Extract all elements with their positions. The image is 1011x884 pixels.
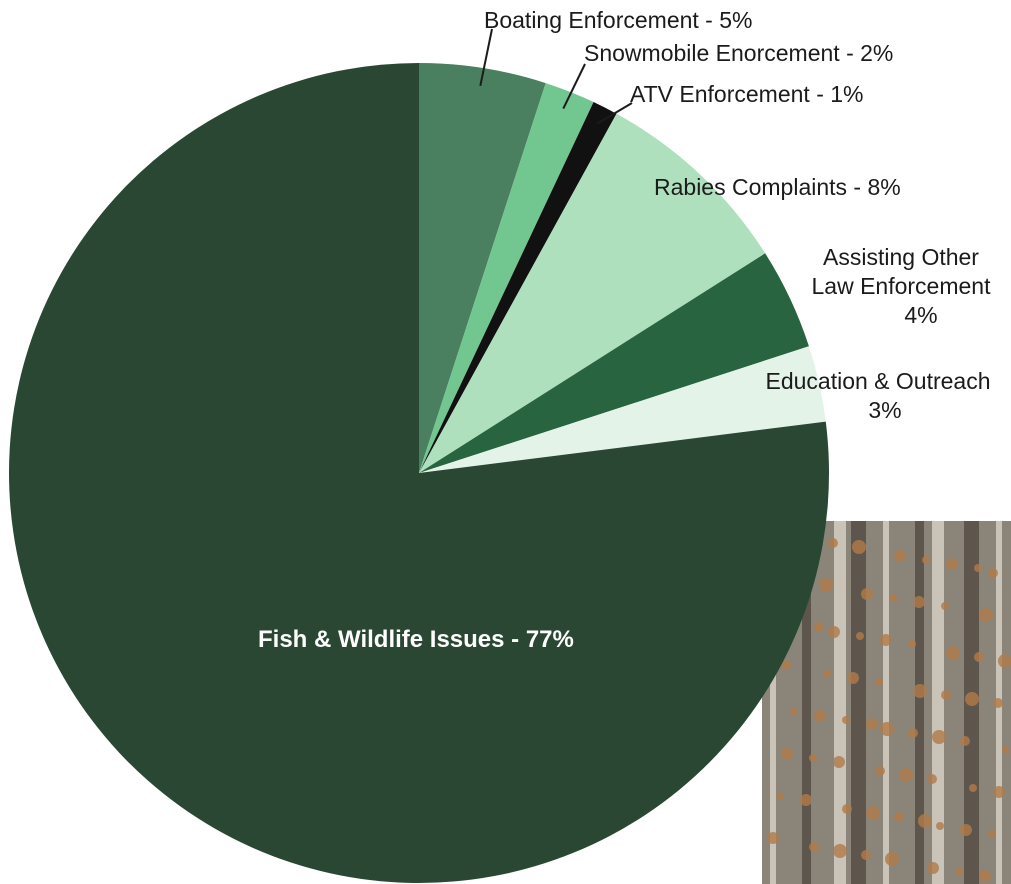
photo-leaf	[842, 804, 852, 814]
photo-leaf	[861, 588, 873, 600]
label-assisting-line1: Assisting Other	[823, 244, 979, 270]
photo-tree-trunk	[802, 521, 811, 884]
photo-leaf	[913, 684, 927, 698]
label-education-line1: Education & Outreach	[765, 368, 991, 394]
photo-leaf	[847, 672, 859, 684]
label-assisting: Assisting Other Law Enforcement 4%	[796, 243, 1006, 330]
leader-line	[479, 28, 493, 87]
photo-leaf	[969, 784, 977, 792]
photo-leaf	[767, 832, 779, 844]
label-assisting-line3: 4%	[904, 302, 938, 328]
photo-leaf	[809, 842, 819, 852]
photo-leaf	[866, 806, 880, 820]
label-education: Education & Outreach 3%	[745, 367, 1011, 425]
photo-tree-trunk	[915, 521, 924, 884]
photo-leaf	[814, 622, 824, 632]
photo-leaf	[833, 844, 847, 858]
photo-leaf	[998, 654, 1011, 668]
photo-leaf	[880, 722, 894, 736]
photo-leaf	[960, 736, 970, 746]
photo-leaf	[894, 550, 906, 562]
photo-tree-trunk	[883, 521, 889, 884]
photo-leaf	[885, 852, 899, 866]
photo-leaf	[819, 578, 833, 592]
photo-leaf	[918, 814, 932, 828]
photo-leaf	[993, 698, 1003, 708]
photo-leaf	[988, 568, 998, 578]
photo-leaf	[781, 660, 791, 670]
photo-leaf	[842, 716, 850, 724]
photo-leaf	[927, 774, 937, 784]
photo-leaf	[908, 728, 918, 738]
photo-leaf	[814, 710, 826, 722]
pie-slice-boating-enforcement	[419, 63, 546, 473]
photo-leaf	[828, 538, 838, 548]
photo-leaf	[941, 602, 949, 610]
pie-slice-rabies-complaints	[419, 113, 766, 473]
photo-leaf	[790, 708, 798, 716]
label-snowmobile: Snowmobile Enorcement - 2%	[584, 40, 894, 66]
label-boating: Boating Enforcement - 5%	[484, 7, 753, 33]
pie-slice-snowmobile-enorcement	[419, 83, 594, 473]
photo-leaf	[979, 608, 993, 622]
photo-leaf	[800, 794, 812, 806]
photo-leaf	[974, 652, 984, 662]
photo-leaf	[889, 594, 897, 602]
photo-leaf	[875, 678, 883, 686]
photo-leaf	[866, 718, 878, 730]
label-atv: ATV Enforcement - 1%	[630, 81, 864, 107]
pie-slice-fish-wildlife-issues	[8, 63, 829, 883]
leader-line	[562, 63, 586, 109]
photo-leaf	[833, 756, 845, 768]
photo-leaf	[823, 670, 831, 678]
photo-tree-trunk	[932, 521, 944, 884]
photo-tree-trunk	[770, 521, 776, 884]
label-fish-wildlife: Fish & Wildlife Issues - 77%	[258, 626, 574, 653]
photo-leaf	[965, 692, 979, 706]
photo-leaf	[936, 822, 944, 830]
photo-leaf	[913, 596, 925, 608]
photo-leaf	[899, 768, 913, 782]
photo-leaf	[861, 850, 871, 860]
label-rabies: Rabies Complaints - 8%	[654, 174, 901, 200]
photo-leaf	[955, 868, 963, 876]
photo-leaf	[880, 634, 892, 646]
photo-leaf	[932, 730, 946, 744]
photo-leaf	[946, 558, 958, 570]
pie-slices	[8, 63, 829, 883]
pie-slice-assisting-other-law-enforcement	[419, 253, 809, 473]
leader-line	[596, 102, 633, 125]
photo-leaf	[856, 632, 864, 640]
photo-leaf	[941, 690, 951, 700]
label-assisting-line2: Law Enforcement	[811, 273, 991, 299]
photo-leaf	[979, 870, 991, 882]
photo-leaf	[946, 646, 960, 660]
pie-slice-atv-enforcement	[419, 102, 617, 474]
pie-slice-education-outreach	[419, 346, 826, 473]
photo-leaf	[781, 748, 793, 760]
photo-tree-trunk	[834, 521, 846, 884]
photo-leaf	[993, 786, 1005, 798]
photo-leaf	[960, 824, 972, 836]
photo-leaf	[988, 830, 996, 838]
photo-leaf	[809, 754, 817, 762]
photo-leaf	[922, 556, 930, 564]
photo-leaf	[875, 766, 885, 776]
forest-photo	[762, 521, 1011, 884]
photo-leaf	[852, 540, 866, 554]
photo-tree-trunk	[851, 521, 866, 884]
photo-leaf	[828, 626, 840, 638]
photo-leaf	[776, 792, 784, 800]
photo-leaf	[1002, 746, 1010, 754]
photo-leaf	[927, 862, 939, 874]
photo-leaf	[974, 564, 982, 572]
photo-leaf	[908, 640, 916, 648]
label-education-line2: 3%	[868, 397, 902, 423]
photo-leaf	[894, 812, 904, 822]
leader-lines	[479, 28, 633, 125]
